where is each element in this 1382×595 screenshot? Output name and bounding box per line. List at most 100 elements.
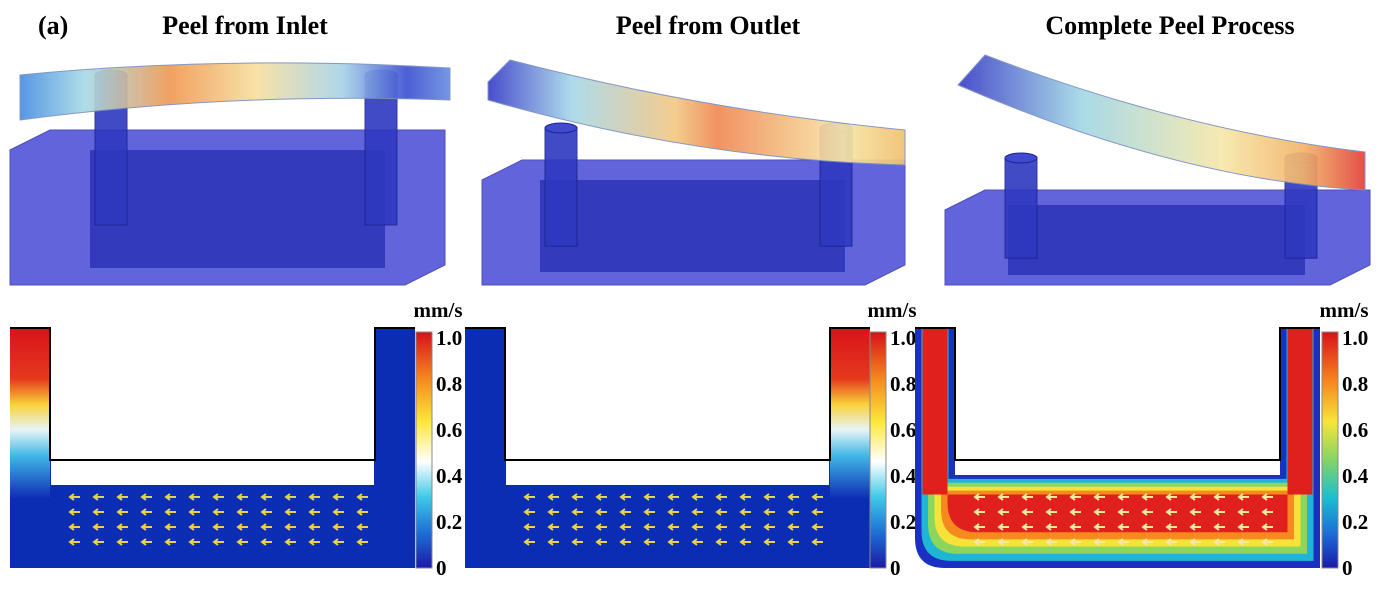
velocity-arrow [973, 538, 985, 546]
velocity-arrow [811, 508, 823, 516]
velocity-arrow [595, 493, 607, 501]
velocity-arrow [332, 523, 344, 531]
velocity-arrow [667, 493, 679, 501]
port [1004, 157, 1038, 259]
velocity-arrow [188, 493, 200, 501]
velocity-arrow [1045, 508, 1057, 516]
velocity-arrow [1045, 523, 1057, 531]
velocity-arrow [212, 523, 224, 531]
channel [90, 150, 385, 268]
velocity-arrow [140, 508, 152, 516]
flow-hot [10, 328, 50, 498]
velocity-arrow [1213, 508, 1225, 516]
velocity-arrow [332, 493, 344, 501]
velocity-arrow [787, 493, 799, 501]
velocity-arrow [595, 538, 607, 546]
velocity-arrow [1021, 538, 1033, 546]
colorbar-tick: 0.2 [1342, 510, 1368, 534]
velocity-arrow [1213, 538, 1225, 546]
colorbar-tick: 0.4 [436, 464, 463, 488]
panel-title: Complete Peel Process [1045, 11, 1294, 40]
velocity-arrow [595, 523, 607, 531]
colorbar-tick: 0.4 [890, 464, 917, 488]
velocity-arrow [332, 538, 344, 546]
velocity-arrow [1165, 508, 1177, 516]
colorbar-tick: 0.6 [890, 418, 916, 442]
colorbar [1321, 331, 1339, 569]
velocity-arrow [811, 538, 823, 546]
velocity-arrow [1237, 538, 1249, 546]
velocity-arrow [1045, 538, 1057, 546]
velocity-arrow [739, 493, 751, 501]
velocity-arrow [1141, 493, 1153, 501]
velocity-arrow [691, 508, 703, 516]
velocity-arrow [116, 493, 128, 501]
velocity-arrow [715, 508, 727, 516]
flow-hot [830, 328, 870, 498]
velocity-arrow [523, 493, 535, 501]
velocity-arrow [973, 523, 985, 531]
colorbar-tick: 0 [890, 556, 901, 580]
velocity-arrow [308, 538, 320, 546]
velocity-arrow [116, 523, 128, 531]
colorbar-tick: 0.8 [436, 372, 462, 396]
colorbar-tick: 0.4 [1342, 464, 1369, 488]
velocity-arrow [1069, 523, 1081, 531]
velocity-arrow [1141, 538, 1153, 546]
velocity-arrow [1213, 523, 1225, 531]
velocity-arrow [1093, 508, 1105, 516]
velocity-arrow [571, 493, 583, 501]
velocity-arrow [715, 538, 727, 546]
velocity-arrow [1261, 538, 1273, 546]
velocity-arrow [1237, 508, 1249, 516]
velocity-arrow [188, 508, 200, 516]
velocity-arrow [1093, 538, 1105, 546]
velocity-arrow [116, 538, 128, 546]
velocity-arrow [811, 493, 823, 501]
velocity-arrow [164, 508, 176, 516]
velocity-arrow [547, 538, 559, 546]
velocity-arrow [571, 508, 583, 516]
velocity-arrow [997, 508, 1009, 516]
velocity-arrow [332, 508, 344, 516]
velocity-arrow [164, 538, 176, 546]
velocity-arrow [763, 538, 775, 546]
velocity-arrow [547, 523, 559, 531]
velocity-arrow [973, 493, 985, 501]
velocity-arrow [1189, 508, 1201, 516]
colorbar [869, 331, 887, 569]
velocity-arrow [691, 523, 703, 531]
velocity-arrow [1165, 493, 1177, 501]
velocity-arrow [212, 493, 224, 501]
velocity-arrow [68, 493, 80, 501]
velocity-arrow [1261, 508, 1273, 516]
velocity-arrow [643, 493, 655, 501]
velocity-arrow [643, 523, 655, 531]
velocity-arrow [212, 538, 224, 546]
panel-label: (a) [38, 11, 68, 40]
velocity-arrow [1021, 508, 1033, 516]
velocity-arrow [763, 493, 775, 501]
velocity-arrow [284, 493, 296, 501]
velocity-arrow [571, 523, 583, 531]
velocity-arrow [1117, 538, 1129, 546]
velocity-arrow [739, 508, 751, 516]
velocity-arrow [997, 538, 1009, 546]
velocity-arrow [1069, 493, 1081, 501]
flow-band [922, 328, 1313, 533]
velocity-arrow [811, 523, 823, 531]
velocity-arrow [260, 538, 272, 546]
velocity-arrow [1189, 523, 1201, 531]
peel-layer [957, 54, 1366, 191]
velocity-arrow [236, 538, 248, 546]
velocity-arrow [1021, 523, 1033, 531]
velocity-arrow [212, 508, 224, 516]
velocity-arrow [1165, 538, 1177, 546]
channel-wall [915, 327, 1320, 461]
velocity-arrow [308, 523, 320, 531]
velocity-arrow [188, 523, 200, 531]
velocity-arrow [116, 508, 128, 516]
channel [1008, 205, 1305, 275]
colorbar-tick: 0 [1342, 556, 1353, 580]
